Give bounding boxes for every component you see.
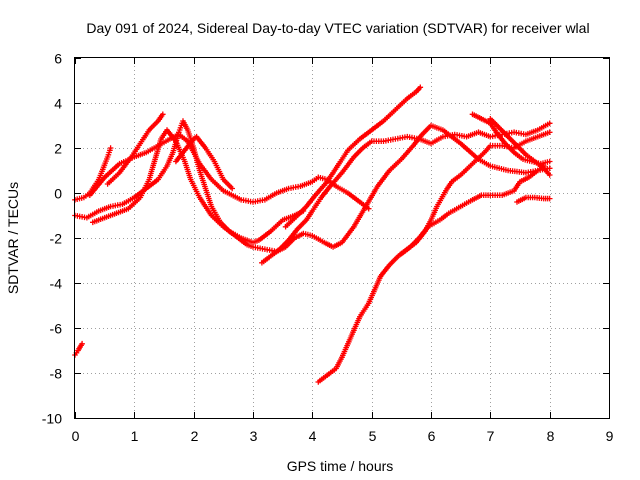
- x-tick-label: 2: [191, 428, 199, 444]
- x-tick-label: 4: [309, 428, 317, 444]
- chart-title: Day 091 of 2024, Sidereal Day-to-day VTE…: [86, 20, 589, 36]
- x-axis-label: GPS time / hours: [287, 458, 394, 474]
- x-tick-label: 8: [547, 428, 555, 444]
- plus-markers: [514, 194, 553, 205]
- y-tick-label: -8: [50, 366, 63, 382]
- y-tick-label: 4: [54, 96, 62, 112]
- x-tick-label: 7: [487, 428, 495, 444]
- series-arc-13: [487, 116, 553, 178]
- y-tick-label: 6: [54, 51, 62, 67]
- series-arc-4: [87, 131, 372, 212]
- data-series: [72, 84, 553, 385]
- x-tick-label: 9: [606, 428, 614, 444]
- axis-ticks: 0 1 2 3 4 5 6 7 8 9 -10 -8 -6 -4 -2 0 2 4 6: [42, 51, 614, 445]
- grid-lines: [75, 58, 609, 418]
- plot-frame: [74, 57, 610, 419]
- y-tick-label: -4: [50, 276, 63, 292]
- plus-markers: [487, 116, 553, 178]
- plus-markers: [259, 120, 553, 266]
- x-tick-label: 1: [131, 428, 139, 444]
- x-tick-label: 5: [369, 428, 377, 444]
- series-arc-9: [282, 84, 424, 230]
- plus-markers: [398, 163, 547, 257]
- series-arc-7: [173, 133, 235, 192]
- y-tick-label: -10: [42, 411, 62, 427]
- plus-markers: [173, 133, 235, 192]
- x-tick-label: 3: [250, 428, 258, 444]
- y-tick-label: -6: [50, 321, 63, 337]
- y-tick-label: 2: [54, 141, 62, 157]
- series-arc-6: [104, 111, 166, 187]
- series-arc-14: [514, 194, 553, 205]
- y-tick-label: -2: [50, 231, 63, 247]
- series-arc-10: [315, 129, 553, 385]
- plus-markers: [87, 131, 372, 212]
- x-tick-label: 0: [72, 428, 80, 444]
- y-axis-label: SDTVAR / TECUs: [5, 182, 21, 294]
- plus-markers: [282, 84, 424, 230]
- y-tick-label: 0: [54, 186, 62, 202]
- x-tick-label: 6: [428, 428, 436, 444]
- plus-markers: [315, 129, 553, 385]
- series-arc-11: [398, 163, 547, 257]
- plus-markers: [104, 111, 166, 187]
